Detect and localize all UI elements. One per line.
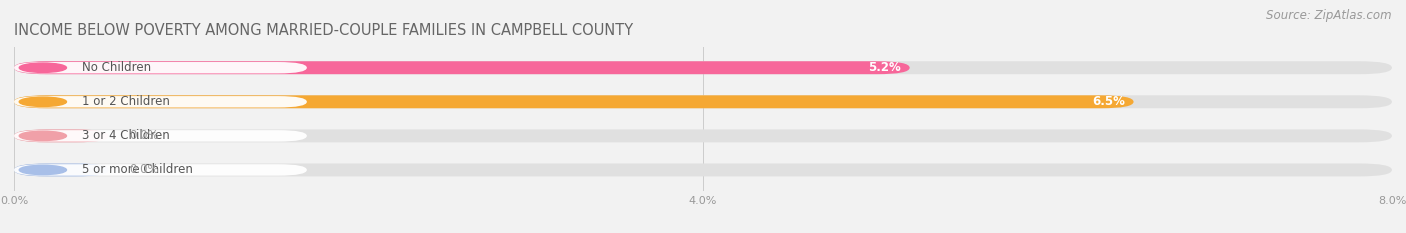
Text: 3 or 4 Children: 3 or 4 Children [82,129,170,142]
FancyBboxPatch shape [14,61,1392,74]
Text: INCOME BELOW POVERTY AMONG MARRIED-COUPLE FAMILIES IN CAMPBELL COUNTY: INCOME BELOW POVERTY AMONG MARRIED-COUPL… [14,24,633,38]
FancyBboxPatch shape [14,164,307,176]
Circle shape [20,131,66,140]
FancyBboxPatch shape [14,129,1392,142]
FancyBboxPatch shape [14,129,108,142]
FancyBboxPatch shape [14,62,307,73]
Text: 5.2%: 5.2% [869,61,901,74]
Circle shape [20,97,66,106]
FancyBboxPatch shape [14,130,307,142]
Text: No Children: No Children [82,61,150,74]
FancyBboxPatch shape [14,95,1392,108]
Text: Source: ZipAtlas.com: Source: ZipAtlas.com [1267,9,1392,22]
Circle shape [20,165,66,175]
Text: 0.0%: 0.0% [129,163,159,176]
FancyBboxPatch shape [14,164,1392,176]
Text: 0.0%: 0.0% [129,129,159,142]
FancyBboxPatch shape [14,61,910,74]
Text: 5 or more Children: 5 or more Children [82,163,193,176]
FancyBboxPatch shape [14,164,108,176]
FancyBboxPatch shape [14,96,307,107]
FancyBboxPatch shape [14,95,1133,108]
Circle shape [20,63,66,72]
Text: 6.5%: 6.5% [1092,95,1125,108]
Text: 1 or 2 Children: 1 or 2 Children [82,95,170,108]
